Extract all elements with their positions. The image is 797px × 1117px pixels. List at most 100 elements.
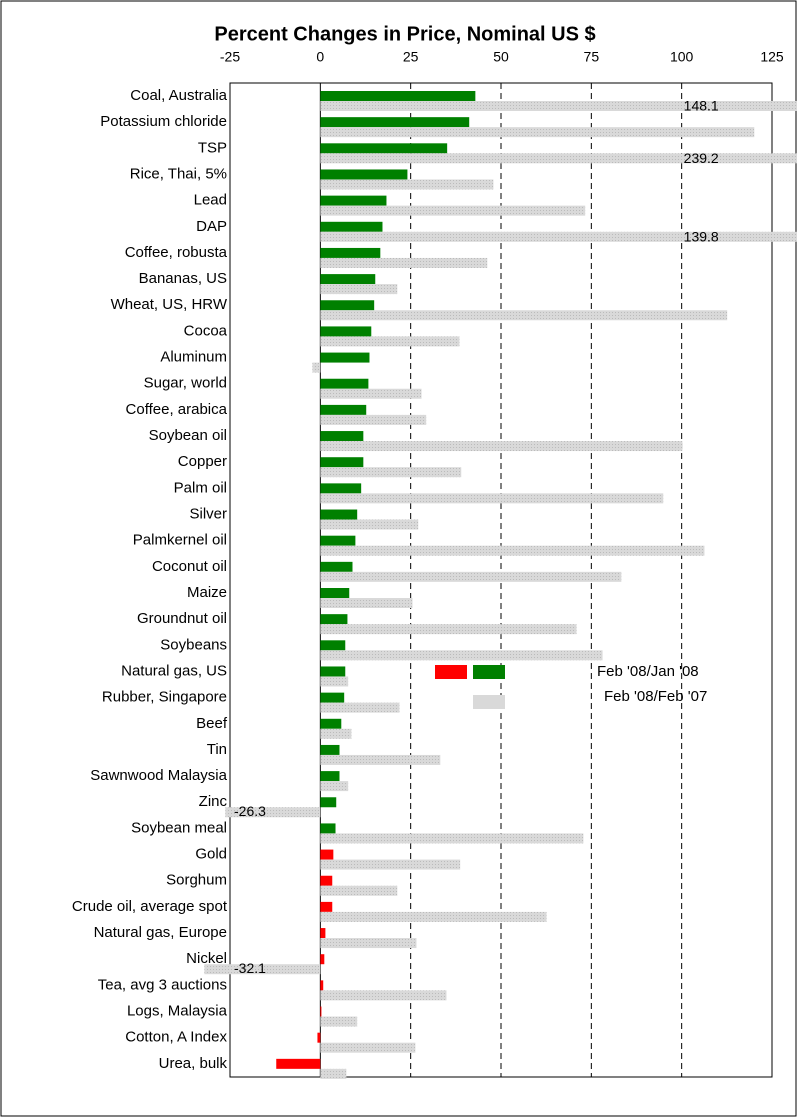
category-label: Cotton, A Index [125,1029,227,1046]
bar [320,640,346,651]
category-label: Sorghum [166,872,227,889]
bar [320,901,333,912]
bar [320,535,356,546]
bar [320,378,369,389]
bar [320,414,427,425]
bar [320,483,362,494]
category-label: Urea, bulk [159,1055,228,1072]
bar [320,336,460,347]
value-label: -32.1 [234,960,266,976]
bar [320,624,577,635]
bar [320,744,340,755]
bar [320,1006,322,1017]
category-label: Wheat, US, HRW [111,296,228,313]
category-label: Coal, Australia [130,87,227,104]
category-label: Logs, Malaysia [127,1002,228,1019]
bar [320,153,797,164]
category-label: Silver [189,505,227,522]
category-label: Zinc [199,793,228,810]
category-label: Rubber, Singapore [102,689,227,706]
bar [225,807,321,818]
value-label: -26.3 [234,803,266,819]
category-label: Lead [194,192,227,209]
category-label: DAP [196,218,227,235]
bar [320,781,349,792]
bar [320,284,398,295]
bar [320,859,461,870]
bar [320,823,336,834]
bar [320,849,334,860]
bar [320,117,470,128]
x-tick-label: 125 [760,49,784,65]
category-label: Soybean meal [131,819,227,836]
legend-swatch [473,695,505,709]
bar [320,310,728,321]
bar [320,561,353,572]
category-label: Rice, Thai, 5% [130,165,227,182]
category-label: Maize [187,584,227,601]
bar [320,493,664,504]
category-label: Copper [178,453,227,470]
category-label: Gold [195,846,227,863]
category-label: Bananas, US [139,270,227,287]
bar [276,1058,321,1069]
bar [320,885,398,896]
bar [320,771,340,782]
bar [320,614,348,625]
category-label: Nickel [186,950,227,967]
bar [320,300,375,311]
bar [320,728,352,739]
value-label: 239.2 [684,150,719,166]
category-label: Coffee, robusta [125,244,228,261]
bar [204,964,321,975]
bar [320,833,584,844]
bar [320,1042,416,1053]
bar [320,692,345,703]
category-label: Cocoa [184,322,228,339]
bar [320,954,325,965]
legend-label: Feb '08/Feb '07 [604,688,707,705]
bar [320,676,349,687]
bar [312,362,321,373]
category-label: Groundnut oil [137,610,227,627]
category-label: Sawnwood Malaysia [90,767,227,784]
bar [320,179,494,190]
value-label: 148.1 [684,98,719,114]
bar [320,702,400,713]
bar [320,797,337,808]
x-tick-label: 25 [403,49,419,65]
bar [320,169,408,180]
bar [320,911,547,922]
bar [320,938,417,949]
bar [320,457,364,468]
bar [320,718,342,729]
bar [320,195,387,206]
bar [320,666,346,677]
category-label: Natural gas, US [121,662,227,679]
category-label: Aluminum [160,349,227,366]
bar [320,980,324,991]
bar [320,388,422,399]
category-label: Palm oil [174,479,227,496]
bar [320,875,333,886]
bar [320,571,622,582]
x-tick-label: 100 [670,49,694,65]
bar [320,127,755,138]
x-tick-label: 75 [584,49,600,65]
category-label: TSP [198,139,227,156]
bar [320,221,383,232]
bar [320,143,448,154]
category-label: Potassium chloride [100,113,227,130]
bar [320,509,358,520]
bar [320,247,381,258]
category-label: Soybean oil [149,427,227,444]
bar [320,545,705,556]
bar [320,352,370,363]
x-tick-label: -25 [220,49,240,65]
category-label: Beef [196,715,228,732]
category-label: Sugar, world [144,375,227,392]
bar [320,205,586,216]
category-label: Coconut oil [152,558,227,575]
category-label: Crude oil, average spot [72,898,228,915]
